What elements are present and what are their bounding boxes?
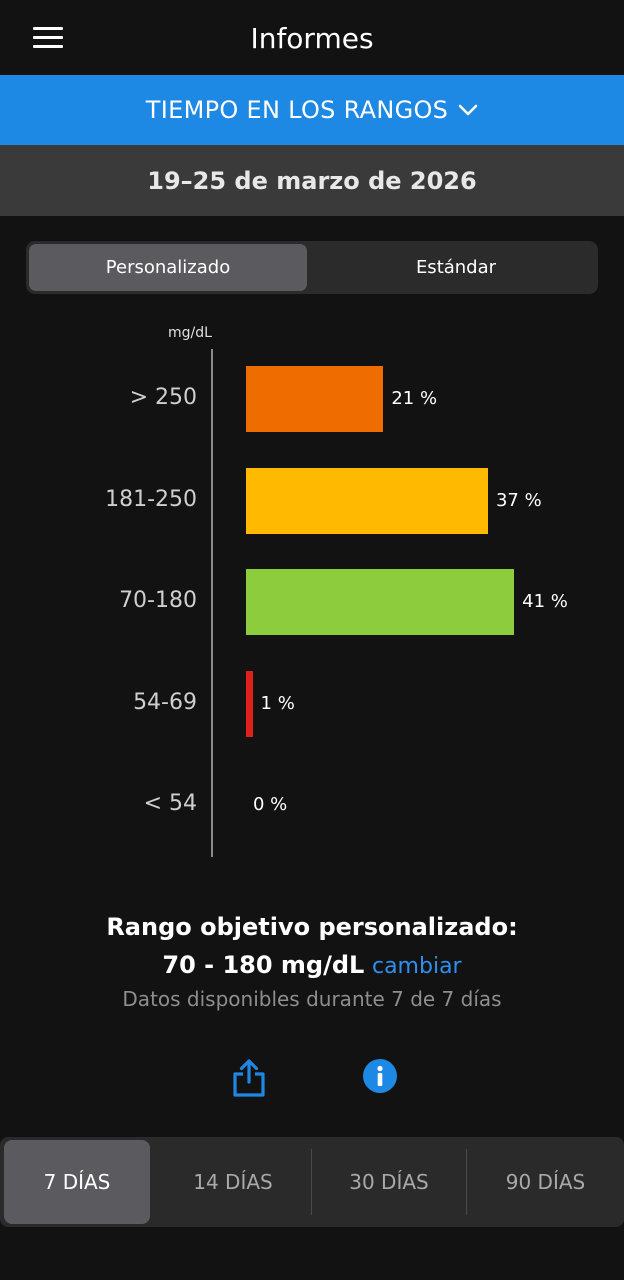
chevron-down-icon (458, 104, 478, 116)
range-label: < 54 (143, 791, 197, 816)
range-label: > 250 (129, 385, 197, 410)
date-range-bar: 19–25 de marzo de 2026 (0, 145, 624, 216)
target-range-line: 70 - 180 mg/dL cambiar (0, 951, 624, 979)
range-percentage: 1 % (260, 692, 295, 714)
range-bar (246, 670, 253, 737)
range-label: 54-69 (133, 689, 197, 715)
range-label: 70-180 (119, 588, 197, 613)
toggle-personalizado[interactable]: Personalizado (29, 244, 307, 291)
range-bar (246, 366, 384, 432)
target-range-value: 70 - 180 mg/dL (162, 951, 365, 979)
report-type-label: TIEMPO EN LOS RANGOS (145, 96, 449, 124)
date-range-text: 19–25 de marzo de 2026 (147, 166, 477, 195)
range-percentage: 37 % (495, 489, 542, 511)
share-icon[interactable] (232, 1058, 266, 1098)
period-divider (466, 1149, 467, 1215)
change-target-link[interactable]: cambiar (371, 954, 462, 979)
info-icon[interactable] (362, 1058, 398, 1094)
chart-axis-line (211, 349, 213, 857)
toggle-estandar[interactable]: Estándar (415, 257, 497, 278)
range-mode-toggle: Personalizado Estándar (26, 241, 598, 294)
range-bar (246, 569, 515, 635)
range-bar (246, 467, 488, 534)
period-tab-90[interactable]: 90 DÍAS (505, 1170, 586, 1194)
range-percentage: 21 % (391, 388, 438, 409)
data-availability-text: Datos disponibles durante 7 de 7 días (122, 987, 502, 1011)
page-title: Informes (250, 22, 374, 55)
target-range-title: Rango objetivo personalizado: (106, 913, 518, 941)
range-label: 181-250 (105, 486, 197, 512)
chart-unit-label: mg/dL (168, 325, 212, 341)
top-app-bar: Informes (0, 0, 624, 75)
period-selector: 7 DÍAS 14 DÍAS 30 DÍAS 90 DÍAS (0, 1137, 624, 1227)
range-percentage: 41 % (522, 591, 568, 612)
report-type-dropdown[interactable]: TIEMPO EN LOS RANGOS (0, 75, 624, 145)
period-tab-7[interactable]: 7 DÍAS (4, 1140, 150, 1224)
range-percentage: 0 % (253, 794, 288, 815)
period-tab-14[interactable]: 14 DÍAS (193, 1170, 273, 1194)
period-tab-30[interactable]: 30 DÍAS (349, 1170, 429, 1194)
hamburger-menu-icon[interactable] (33, 27, 63, 49)
period-divider (311, 1149, 312, 1215)
